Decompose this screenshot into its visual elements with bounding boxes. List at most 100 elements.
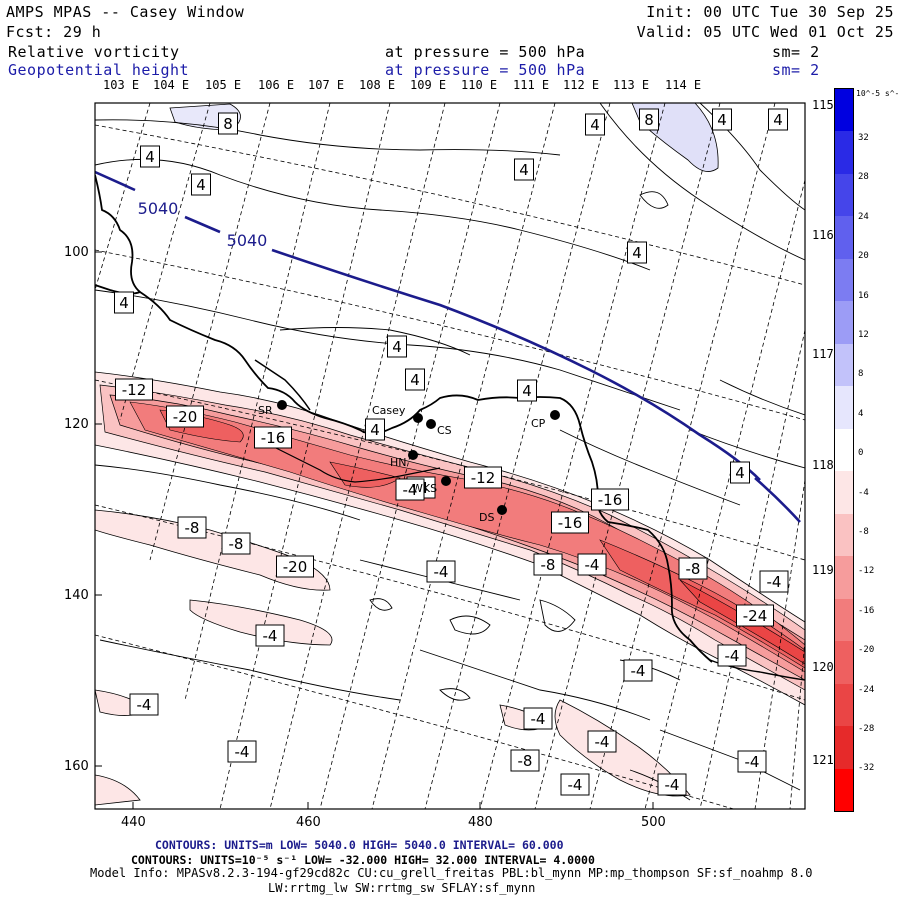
colorbar-label: -4 — [858, 487, 869, 498]
longitude-label: 104 E — [153, 78, 190, 92]
colorbar-label: 4 — [858, 408, 864, 419]
vorticity-label: 8 — [223, 115, 233, 133]
vorticity-label-box — [218, 112, 238, 135]
colorbar-swatch — [835, 258, 853, 302]
vorticity-label: -12 — [122, 381, 147, 399]
vorticity-label-box — [591, 488, 629, 511]
field2-level: at pressure = 500 hPa — [385, 61, 586, 79]
colorbar-swatch — [835, 641, 853, 685]
colorbar-swatch — [835, 343, 853, 387]
vorticity-label-box — [523, 707, 553, 730]
longitude-label: 112 E — [563, 78, 600, 92]
field2-smooth: sm= 2 — [772, 61, 820, 79]
vorticity-label: -4 — [263, 627, 278, 645]
vorticity-label-box — [712, 108, 732, 131]
x-tick-label: 460 — [296, 815, 321, 830]
vorticity-label: 4 — [717, 111, 727, 129]
vorticity-label-box — [623, 659, 653, 682]
vorticity-label-box — [678, 557, 708, 580]
vorticity-label: -8 — [185, 519, 200, 537]
colorbar-swatch — [835, 683, 853, 727]
field1-name: Relative vorticity — [8, 43, 180, 61]
vorticity-label-box — [114, 291, 134, 314]
vorticity-label-box — [191, 173, 211, 196]
colorbar-label: 20 — [858, 251, 869, 262]
vorticity-label: -4 — [434, 563, 449, 581]
vorticity-label: 8 — [644, 111, 654, 129]
longitude-label: 105 E — [205, 78, 242, 92]
vorticity-label-box — [255, 624, 285, 647]
vorticity-label: -4 — [665, 776, 680, 794]
vorticity-label: -4 — [595, 733, 610, 751]
vorticity-label-box — [221, 532, 251, 555]
vorticity-label: -4 — [585, 556, 600, 574]
colorbar-swatch — [835, 513, 853, 557]
vorticity-label-box — [627, 241, 647, 264]
colorbar-swatch — [835, 216, 853, 260]
y-tick-label: 100 — [64, 245, 89, 260]
vorticity-label-box — [717, 644, 747, 667]
vorticity-label: -8 — [686, 560, 701, 578]
vorticity-label-box — [395, 478, 425, 501]
y-tick-label: 140 — [64, 588, 89, 603]
vorticity-label: 4 — [410, 371, 420, 389]
colorbar-swatch — [835, 301, 853, 345]
negative-vorticity-patch — [95, 509, 331, 591]
station-label: CS — [437, 424, 452, 437]
x-tick-label: 440 — [121, 815, 146, 830]
vorticity-label-box — [577, 553, 607, 576]
longitude-label: 107 E — [308, 78, 345, 92]
vorticity-label-box — [464, 466, 502, 489]
vorticity-label-box — [533, 553, 563, 576]
vorticity-label-box — [587, 730, 617, 753]
colorbar-swatch — [835, 386, 853, 430]
vorticity-label: -4 — [767, 573, 782, 591]
x-tick-label: 500 — [641, 815, 666, 830]
vorticity-label-box — [276, 555, 314, 578]
colorbar-swatch — [835, 556, 853, 600]
vorticity-label-box — [551, 511, 589, 534]
colorbar-label: -24 — [858, 684, 875, 695]
colorbar-label: 0 — [858, 448, 864, 459]
vorticity-label-box — [254, 426, 292, 449]
vorticity-label: -16 — [261, 429, 286, 447]
colorbar-swatch — [835, 89, 853, 132]
map-title: AMPS MPAS -- Casey Window — [6, 3, 245, 21]
field2-name: Geopotential height — [8, 61, 190, 79]
vorticity-label: -20 — [283, 558, 308, 576]
station-label: HN — [390, 456, 407, 469]
vorticity-label-box — [657, 773, 687, 796]
longitude-label: 106 E — [258, 78, 295, 92]
x-tick-label: 480 — [468, 815, 493, 830]
colorbar-label: 8 — [858, 369, 864, 380]
negative-vorticity-patch — [189, 599, 333, 646]
longitude-label: 110 E — [461, 78, 498, 92]
vorticity-label: -24 — [743, 607, 768, 625]
vorticity-label: -8 — [518, 752, 533, 770]
vorticity-label: 4 — [522, 382, 532, 400]
vorticity-label: -20 — [173, 408, 198, 426]
colorbar-label: -20 — [858, 645, 875, 656]
vorticity-label: -4 — [631, 662, 646, 680]
vorticity-label: -4 — [403, 481, 418, 499]
colorbar-swatch — [835, 768, 853, 812]
colorbar-swatch — [835, 131, 853, 175]
model-info: Model Info: MPASv8.2.3-194-gf29cd82c CU:… — [90, 866, 813, 880]
field1-level: at pressure = 500 hPa — [385, 43, 586, 61]
vorticity-label: -4 — [745, 753, 760, 771]
coastline — [95, 174, 713, 663]
station-label: CP — [531, 417, 546, 430]
vorticity-label: 4 — [632, 244, 642, 262]
vorticity-label: -4 — [137, 696, 152, 714]
vorticity-label-box — [730, 461, 750, 484]
valid-time: Valid: 05 UTC Wed 01 Oct 25 — [636, 23, 894, 41]
vorticity-label-box — [736, 604, 774, 627]
colorbar-swatch — [835, 726, 853, 770]
vorticity-label: -4 — [725, 647, 740, 665]
colorbar-swatch — [835, 173, 853, 217]
vorticity-label-box — [426, 560, 456, 583]
vorticity-label-box — [510, 749, 540, 772]
y-tick-label: 120 — [64, 417, 89, 432]
colorbar-label: 12 — [858, 330, 869, 340]
